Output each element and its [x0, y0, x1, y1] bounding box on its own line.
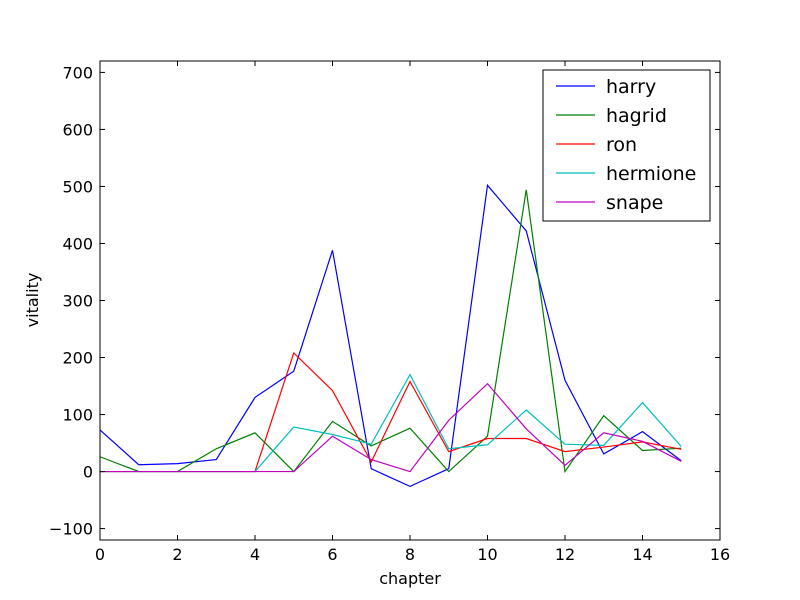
x-tick-label: 4	[250, 545, 260, 564]
y-tick-label: 0	[83, 463, 93, 482]
x-tick-label: 16	[710, 545, 730, 564]
y-tick-label: 400	[62, 234, 93, 253]
y-tick-label: 100	[62, 406, 93, 425]
x-tick-label: 2	[172, 545, 182, 564]
x-axis-label: chapter	[379, 569, 441, 588]
series-layer	[99, 183, 682, 488]
x-tick-label: 8	[405, 545, 415, 564]
series-line-hagrid	[99, 189, 682, 474]
legend-label-hermione: hermione	[606, 163, 696, 185]
y-tick-label: 300	[62, 292, 93, 311]
y-tick-label: 200	[62, 349, 93, 368]
x-tick-label: 6	[327, 545, 337, 564]
legend-label-ron: ron	[606, 134, 637, 156]
x-tick-label: 14	[632, 545, 652, 564]
y-tick-label: −100	[49, 520, 93, 539]
y-axis-label: vitality	[23, 273, 42, 328]
y-tick-label: 700	[62, 63, 93, 82]
x-tick-label: 0	[95, 545, 105, 564]
series-line-snape	[100, 382, 682, 473]
y-tick-label: 600	[62, 120, 93, 139]
y-tick-label: 500	[62, 177, 93, 196]
legend-label-hagrid: hagrid	[606, 105, 667, 127]
x-tick-label: 12	[555, 545, 575, 564]
legend-label-snape: snape	[606, 192, 663, 214]
series-line-harry	[99, 183, 682, 488]
legend-box	[542, 69, 711, 222]
x-tick-label: 10	[477, 545, 497, 564]
legend: harry hagrid ron hermione snape	[542, 69, 711, 222]
legend-label-harry: harry	[606, 76, 656, 98]
